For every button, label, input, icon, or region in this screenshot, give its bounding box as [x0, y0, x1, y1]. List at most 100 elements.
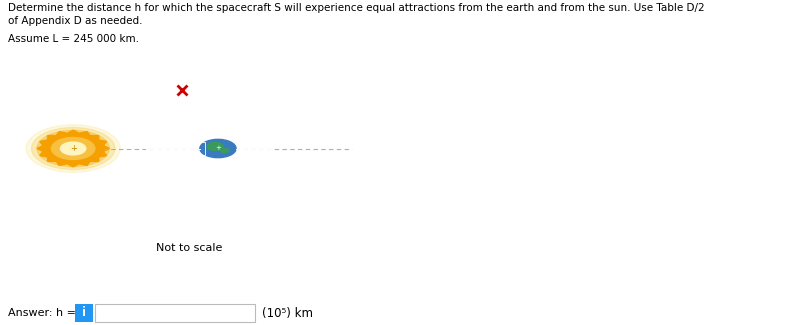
Point [257, 224, 270, 229]
Point [286, 102, 298, 108]
Point [265, 131, 277, 136]
Point [218, 121, 231, 126]
Point [108, 142, 121, 148]
Point [58, 59, 71, 64]
Point [78, 61, 91, 66]
Point [250, 150, 262, 156]
Point [242, 125, 254, 130]
Point [242, 87, 254, 92]
Point [218, 225, 231, 230]
Point [153, 211, 166, 216]
Point [20, 169, 33, 174]
Point [10, 192, 23, 197]
Point [333, 196, 345, 201]
Point [187, 229, 199, 235]
Point [157, 217, 170, 222]
Text: +: + [70, 144, 77, 153]
Point [313, 75, 326, 80]
Point [283, 81, 295, 86]
Point [272, 89, 284, 94]
Point [93, 57, 105, 62]
Point [325, 114, 338, 120]
Text: S: S [162, 84, 171, 97]
Point [112, 81, 125, 86]
Point [119, 132, 132, 137]
Point [295, 94, 308, 99]
Point [4, 64, 16, 69]
Point [256, 87, 268, 92]
Point [327, 187, 340, 192]
Point [342, 63, 355, 68]
Point [60, 64, 73, 69]
Point [4, 173, 16, 178]
Point [179, 72, 192, 77]
Point [181, 169, 194, 174]
Point [65, 56, 78, 61]
Point [29, 202, 42, 207]
FancyBboxPatch shape [95, 304, 255, 322]
Point [131, 88, 144, 94]
Point [103, 222, 115, 227]
Text: Assume L = 245 000 km.: Assume L = 245 000 km. [8, 34, 139, 44]
Point [317, 155, 330, 161]
Point [316, 165, 328, 170]
Point [144, 188, 156, 193]
Point [359, 225, 371, 230]
Point [137, 228, 150, 233]
Point [203, 163, 216, 169]
Point [89, 74, 102, 80]
Point [115, 121, 127, 126]
Point [35, 154, 48, 159]
Point [216, 210, 228, 215]
Point [88, 233, 100, 238]
Point [266, 186, 279, 191]
Circle shape [200, 139, 236, 158]
Point [136, 114, 148, 120]
Point [330, 95, 343, 100]
Point [187, 80, 199, 85]
Point [37, 124, 49, 129]
Point [68, 110, 81, 115]
Point [69, 78, 82, 84]
Point [189, 224, 202, 229]
Point [346, 140, 359, 145]
Point [15, 193, 27, 199]
Text: Answer: h =: Answer: h = [8, 308, 76, 318]
Text: Sun: Sun [55, 86, 77, 96]
Point [300, 204, 312, 209]
Point [19, 192, 31, 197]
Point [330, 179, 343, 184]
Point [16, 197, 29, 202]
Point [195, 131, 208, 136]
Point [180, 136, 192, 141]
Point [131, 137, 144, 143]
Point [137, 147, 150, 152]
Point [241, 72, 254, 78]
Point [69, 177, 82, 182]
Point [323, 59, 335, 64]
Point [84, 227, 97, 232]
Point [303, 233, 316, 238]
Circle shape [37, 130, 109, 167]
Point [190, 229, 203, 234]
Point [216, 161, 228, 166]
Point [37, 109, 49, 114]
Point [107, 192, 119, 197]
Point [350, 222, 363, 227]
Point [325, 227, 338, 232]
Point [230, 79, 243, 84]
Point [277, 152, 290, 157]
Point [309, 210, 322, 215]
Text: Determine the distance h for which the spacecraft S will experience equal attrac: Determine the distance h for which the s… [8, 3, 705, 13]
Point [231, 203, 243, 208]
Point [338, 63, 351, 69]
Point [105, 89, 118, 94]
Circle shape [31, 127, 115, 170]
Point [156, 137, 169, 142]
Circle shape [52, 137, 95, 160]
Point [263, 64, 276, 70]
Point [132, 72, 144, 77]
Point [231, 119, 243, 124]
Point [60, 181, 73, 186]
Point [319, 173, 332, 178]
